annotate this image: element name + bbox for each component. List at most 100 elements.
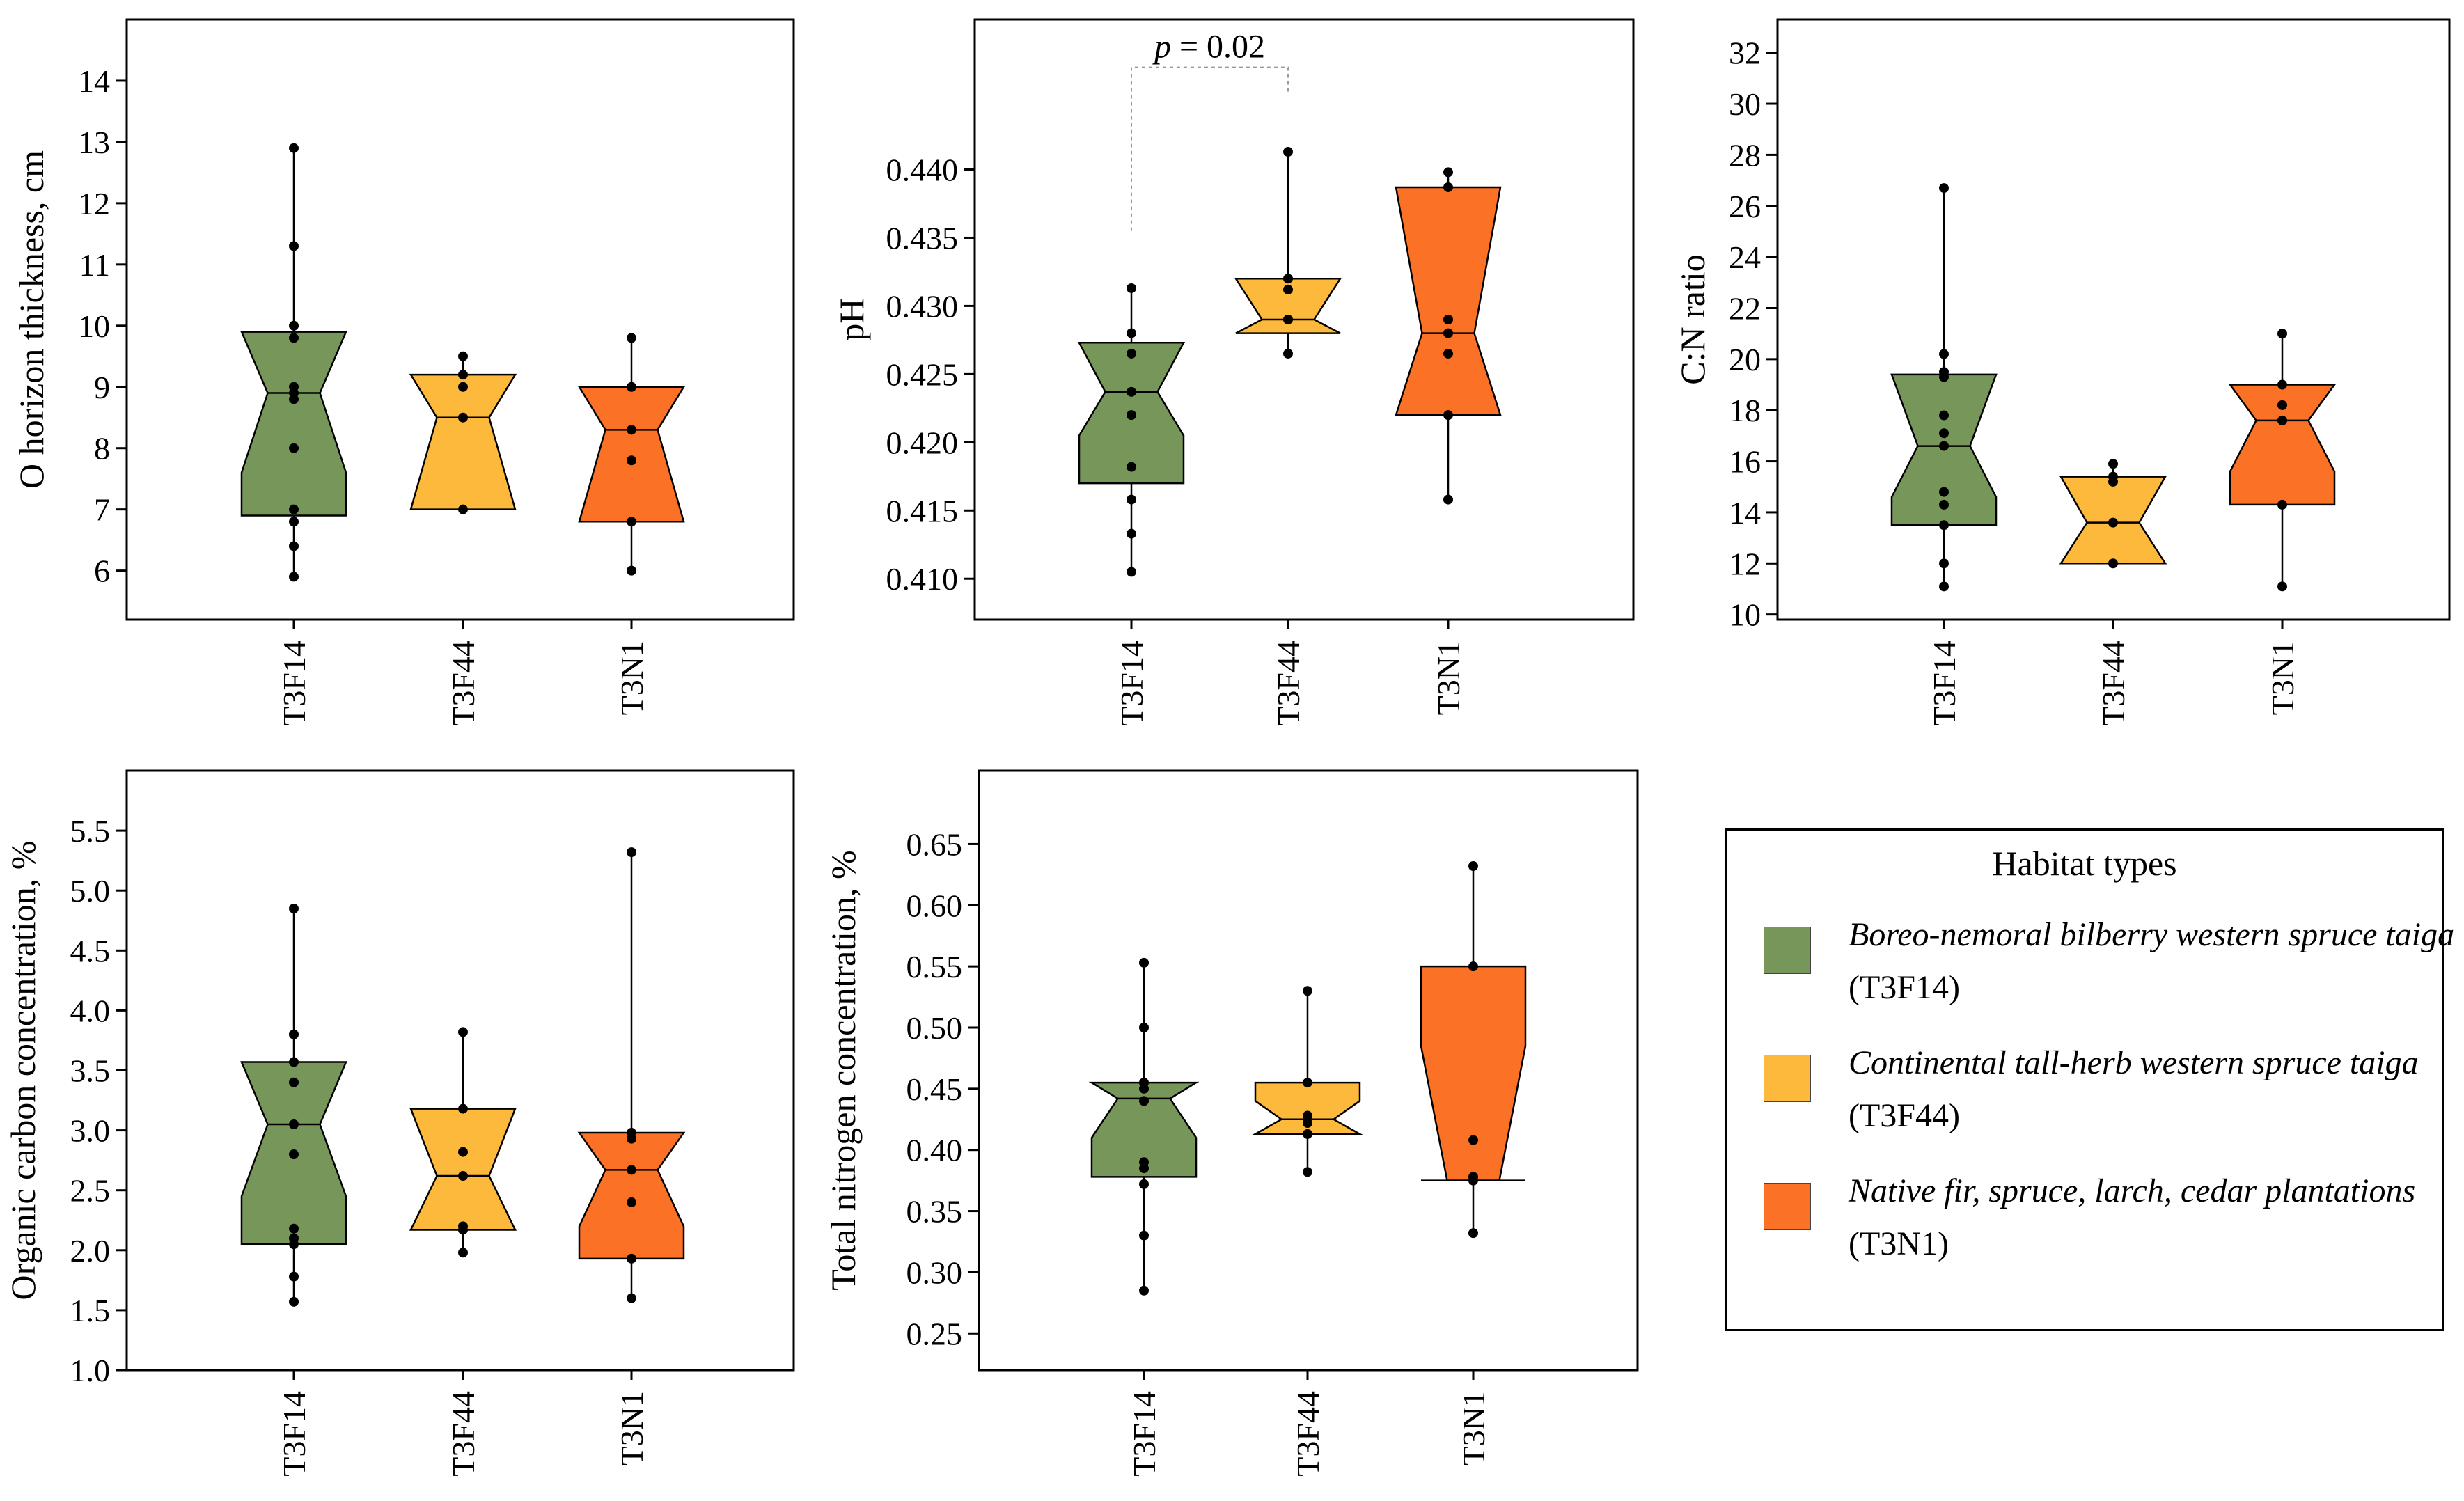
box-t3f44 — [1234, 147, 1342, 359]
box-body — [409, 1108, 517, 1231]
box-t3f44 — [409, 351, 517, 514]
y-tick-label: 0.40 — [907, 1133, 963, 1168]
data-point — [1939, 558, 1949, 569]
box-body — [1252, 1081, 1363, 1135]
data-point — [2277, 499, 2287, 510]
legend-name-t3f14: Boreo-nemoral bilberry western spruce ta… — [1849, 916, 2455, 953]
y-tick-label: 9 — [94, 370, 110, 405]
data-point — [627, 455, 636, 466]
legend-name-t3f44: Continental tall-herb western spruce tai… — [1849, 1044, 2419, 1081]
box-body — [1420, 965, 1527, 1181]
y-tick-label: 0.410 — [886, 561, 959, 597]
box-t3f44 — [1252, 986, 1363, 1177]
y-tick-label: 0.60 — [907, 888, 963, 923]
y-tick-label: 2.5 — [70, 1173, 111, 1209]
data-point — [289, 1149, 299, 1160]
significance-label: p = 0.02 — [1152, 29, 1265, 65]
data-point — [627, 425, 636, 435]
y-tick-label: 28 — [1729, 137, 1761, 173]
y-tick-label: 0.415 — [886, 493, 959, 528]
y-tick-label: 14 — [1729, 495, 1761, 531]
y-tick-label: 0.440 — [886, 152, 959, 188]
data-point — [1468, 861, 1478, 872]
chart-organic-carbon: 1.0 1.5 2.0 2.5 3.0 3.5 4.0 4.5 5.0 5.5 Organic ca… — [3, 769, 795, 1477]
y-tick-label: 0.435 — [886, 220, 959, 256]
y-tick-label: 32 — [1729, 36, 1761, 71]
y-tick-label: 18 — [1729, 393, 1761, 428]
y-tick-label: 0.420 — [886, 425, 959, 460]
data-point — [1127, 567, 1136, 577]
y-tick-label: 0.425 — [886, 356, 959, 392]
legend-name-t3n1: Native fir, spruce, larch, cedar plantat… — [1849, 1172, 2416, 1209]
data-point — [1939, 183, 1949, 194]
legend-code-t3f14: (T3F14) — [1849, 969, 1960, 1006]
data-point — [289, 1029, 299, 1039]
data-point — [289, 517, 299, 527]
box-t3f14 — [1077, 283, 1186, 577]
data-point — [458, 1248, 468, 1258]
legend-code-t3n1: (T3N1) — [1849, 1225, 1949, 1262]
y-tick-label: 5.0 — [70, 873, 111, 909]
legend-swatch-t3f44 — [1764, 1055, 1811, 1102]
y-tick-label: 10 — [1729, 597, 1761, 633]
y-tick-label: 0.65 — [907, 826, 963, 862]
y-tick-label: 4.5 — [70, 933, 111, 968]
data-point — [1303, 1078, 1312, 1088]
x-tick-label: T3F14 — [276, 641, 312, 726]
data-point — [1283, 315, 1293, 324]
y-tick-label: 3.5 — [70, 1053, 111, 1089]
data-point — [289, 1296, 299, 1307]
data-point — [289, 443, 299, 453]
data-point — [1443, 494, 1453, 505]
box-body — [2228, 384, 2337, 506]
data-point — [1283, 348, 1293, 359]
data-point — [1139, 1230, 1149, 1241]
y-tick-label: 6 — [94, 553, 110, 589]
data-point — [2277, 400, 2287, 410]
data-point — [1939, 499, 1949, 510]
data-point — [1939, 581, 1949, 592]
plot-frame — [125, 769, 795, 1372]
data-point — [289, 143, 299, 153]
data-point — [289, 382, 299, 392]
data-point — [1139, 1285, 1149, 1296]
data-point — [289, 904, 299, 914]
y-axis-title: Organic carbon concentration, % — [3, 841, 42, 1300]
x-tick-label: T3F44 — [446, 1391, 481, 1477]
data-point — [1139, 1096, 1149, 1106]
y-tick-label: 16 — [1729, 444, 1761, 480]
x-tick-label: T3N1 — [1456, 1391, 1491, 1465]
plot-frame — [125, 18, 795, 621]
y-tick-label: 0.25 — [907, 1316, 963, 1351]
data-point — [1939, 349, 1949, 359]
data-point — [627, 1253, 636, 1264]
data-point — [458, 382, 468, 392]
chart-total-nitrogen: 0.25 0.30 0.35 0.40 0.45 0.50 0.55 0.60 0.65 Tota… — [824, 769, 1639, 1477]
y-tick-label: 12 — [1729, 546, 1761, 581]
data-point — [1139, 1157, 1149, 1168]
x-tick-label: T3F44 — [1271, 641, 1306, 726]
y-tick-label: 8 — [94, 431, 110, 466]
y-tick-label: 20 — [1729, 342, 1761, 377]
data-point — [1127, 283, 1136, 293]
data-point — [1127, 410, 1136, 421]
x-tick-label: T3F44 — [446, 641, 481, 726]
x-tick-label: T3F14 — [1927, 641, 1962, 726]
x-tick-label: T3N1 — [614, 1391, 650, 1465]
data-point — [289, 1271, 299, 1282]
data-point — [1139, 1078, 1149, 1088]
data-point — [1283, 147, 1293, 157]
y-tick-label: 7 — [94, 492, 110, 528]
data-point — [2277, 329, 2287, 339]
data-point — [1303, 986, 1312, 996]
data-point — [1283, 284, 1293, 294]
y-axis-title: O horizon thickness, cm — [12, 150, 51, 489]
data-point — [1303, 1118, 1312, 1129]
data-point — [289, 572, 299, 582]
data-point — [1443, 167, 1453, 178]
y-tick-label: 1.0 — [70, 1353, 111, 1388]
data-point — [1939, 410, 1949, 421]
data-point — [1939, 441, 1949, 451]
y-tick-label: 0.45 — [907, 1071, 963, 1107]
data-point — [1127, 348, 1136, 359]
